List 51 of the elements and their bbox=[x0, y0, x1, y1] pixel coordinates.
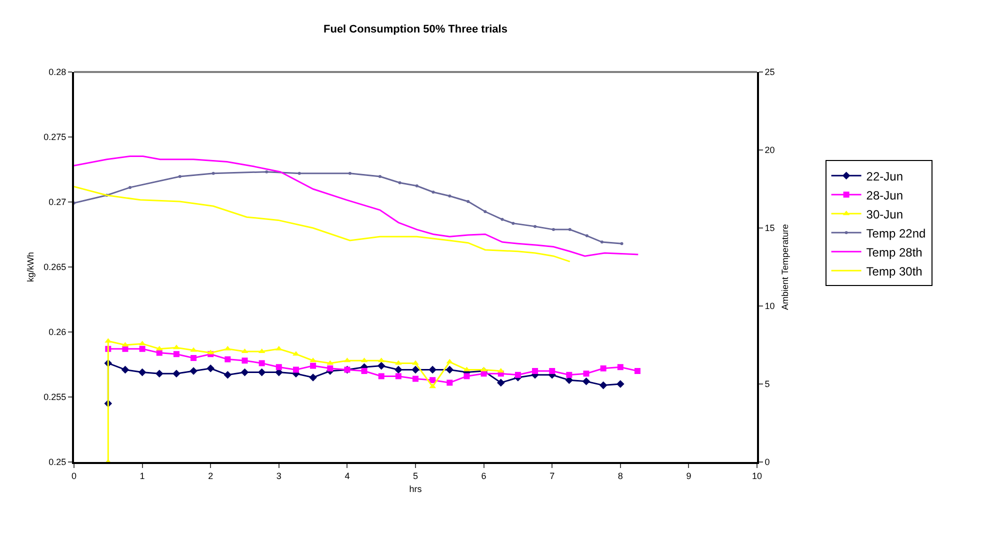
line-series bbox=[74, 155, 639, 257]
point bbox=[585, 234, 588, 238]
y2-tick-label: 5 bbox=[764, 379, 770, 390]
x-tick-label: 1 bbox=[140, 470, 145, 481]
x-tick-label: 0 bbox=[71, 470, 77, 481]
y2-tick-label: 10 bbox=[764, 301, 775, 312]
x-tick-label: 8 bbox=[618, 470, 623, 481]
x-tick-label: 5 bbox=[412, 470, 418, 481]
point bbox=[512, 222, 515, 225]
legend-label: 22-Jun bbox=[866, 169, 904, 184]
x-tick-label: 6 bbox=[481, 470, 486, 481]
y-axis-title: kg/kWh bbox=[26, 252, 36, 282]
y2-tick-label: 15 bbox=[764, 223, 775, 234]
y-tick-label: 0.26 bbox=[48, 327, 66, 338]
point bbox=[484, 210, 487, 214]
y-tick-label: 0.265 bbox=[44, 262, 66, 272]
legend-label: Temp 30th bbox=[866, 264, 922, 278]
point bbox=[466, 200, 470, 203]
chart-title: Fuel Consumption 50% Three trials bbox=[324, 24, 508, 36]
point bbox=[620, 242, 624, 246]
line-series bbox=[74, 186, 571, 262]
legend-label: 28-Jun bbox=[866, 188, 904, 202]
x-tick-label: 9 bbox=[686, 470, 692, 481]
x-tick-label: 2 bbox=[208, 470, 214, 481]
y-tick-label: 0.275 bbox=[44, 132, 66, 142]
point bbox=[415, 184, 418, 188]
x-tick-label: 7 bbox=[550, 470, 555, 481]
legend-label: Temp 22nd bbox=[866, 226, 926, 240]
line-series bbox=[74, 170, 624, 246]
legend-label: Temp 28th bbox=[866, 245, 922, 260]
legend-label: 30-Jun bbox=[866, 207, 904, 222]
point bbox=[432, 190, 435, 194]
y2-tick-label: 25 bbox=[764, 67, 775, 78]
y-tick-label: 0.27 bbox=[48, 197, 66, 208]
point bbox=[212, 172, 215, 175]
point bbox=[265, 170, 268, 174]
point bbox=[448, 194, 452, 198]
x-axis-title: hrs bbox=[409, 484, 422, 494]
y2-tick-label: 0 bbox=[764, 457, 770, 468]
x-tick-label: 4 bbox=[344, 470, 350, 481]
point bbox=[398, 181, 402, 184]
y-tick-label: 0.25 bbox=[48, 457, 66, 468]
point bbox=[298, 172, 301, 175]
x-tick-label: 3 bbox=[276, 470, 282, 481]
x-tick-label: 10 bbox=[752, 470, 762, 481]
point bbox=[348, 172, 352, 175]
y2-tick-label: 20 bbox=[764, 145, 775, 156]
y-tick-label: 0.255 bbox=[44, 392, 66, 402]
point bbox=[500, 218, 504, 221]
y-tick-label: 0.28 bbox=[48, 67, 66, 78]
y2-axis-title: Ambient Temperature bbox=[780, 224, 790, 310]
